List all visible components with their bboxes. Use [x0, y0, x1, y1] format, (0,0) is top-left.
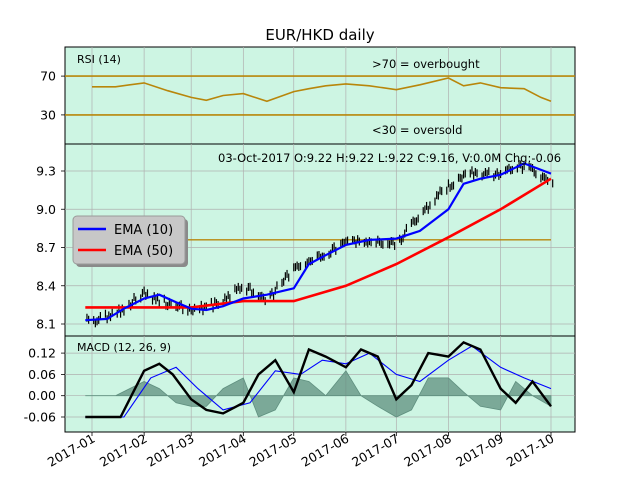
x-tick-label-8: 2017-09	[453, 431, 506, 470]
rsi-label: RSI (14)	[77, 53, 121, 66]
y-tick-label-price-4: 9.3	[36, 164, 56, 179]
rsi-line	[92, 77, 552, 103]
legend-label-ema-10: EMA (10)	[114, 223, 173, 238]
x-tick-label-4: 2017-05	[247, 431, 300, 470]
chart-title: EUR/HKD daily	[265, 26, 374, 44]
y-tick-label-price-2: 8.7	[36, 240, 56, 255]
legend: EMA (10) EMA (50)	[72, 215, 188, 267]
legend-label-ema-50: EMA (50)	[114, 244, 173, 259]
x-tick-label-3: 2017-04	[196, 431, 249, 470]
x-tick-label-9: 2017-10	[504, 431, 557, 470]
x-tick-label-6: 2017-07	[349, 431, 402, 470]
macd-panel: MACD (12, 26, 9) -0.06 0.00 0.06 0.12	[24, 335, 576, 433]
overbought-annotation: >70 = overbought	[372, 57, 480, 71]
x-tick-label-2: 2017-03	[144, 431, 197, 470]
ohlc-readout: 03-Oct-2017 O:9.22 H:9.22 L:9.22 C:9.16,…	[218, 151, 561, 165]
y-tick-label-rsi-0: 30	[40, 107, 56, 122]
macd-y-axis: -0.06 0.00 0.06 0.12	[24, 346, 65, 425]
price-y-axis: 8.1 8.4 8.7 9.0 9.3	[36, 164, 65, 332]
ema-50-line	[85, 177, 552, 309]
ema-10-line	[85, 162, 552, 322]
macd-label: MACD (12, 26, 9)	[77, 341, 171, 354]
y-tick-label-macd-2: 0.06	[28, 367, 56, 382]
macd-line	[85, 340, 552, 419]
y-tick-label-macd-1: 0.00	[28, 388, 56, 403]
x-tick-label-7: 2017-08	[401, 431, 454, 470]
x-tick-label-5: 2017-06	[299, 431, 352, 470]
y-tick-label-price-3: 9.0	[36, 202, 56, 217]
x-tick-label-0: 2017-01	[45, 431, 98, 470]
macd-panel-background	[64, 335, 576, 433]
y-tick-label-macd-3: 0.12	[28, 346, 56, 361]
rsi-reference-lines	[65, 75, 575, 116]
y-tick-label-macd-0: -0.06	[24, 410, 56, 425]
rsi-panel: RSI (14) >70 = overbought <30 = oversold…	[40, 46, 576, 145]
x-tick-label-1: 2017-02	[97, 431, 150, 470]
y-tick-label-price-0: 8.1	[36, 317, 56, 332]
y-tick-label-rsi-1: 70	[40, 69, 56, 84]
rsi-panel-background	[64, 46, 576, 145]
rsi-y-axis: 30 70	[40, 69, 65, 122]
price-panel: 03-Oct-2017 O:9.22 H:9.22 L:9.22 C:9.16,…	[36, 143, 576, 337]
y-tick-label-price-1: 8.4	[36, 278, 56, 293]
oversold-annotation: <30 = oversold	[372, 123, 462, 137]
